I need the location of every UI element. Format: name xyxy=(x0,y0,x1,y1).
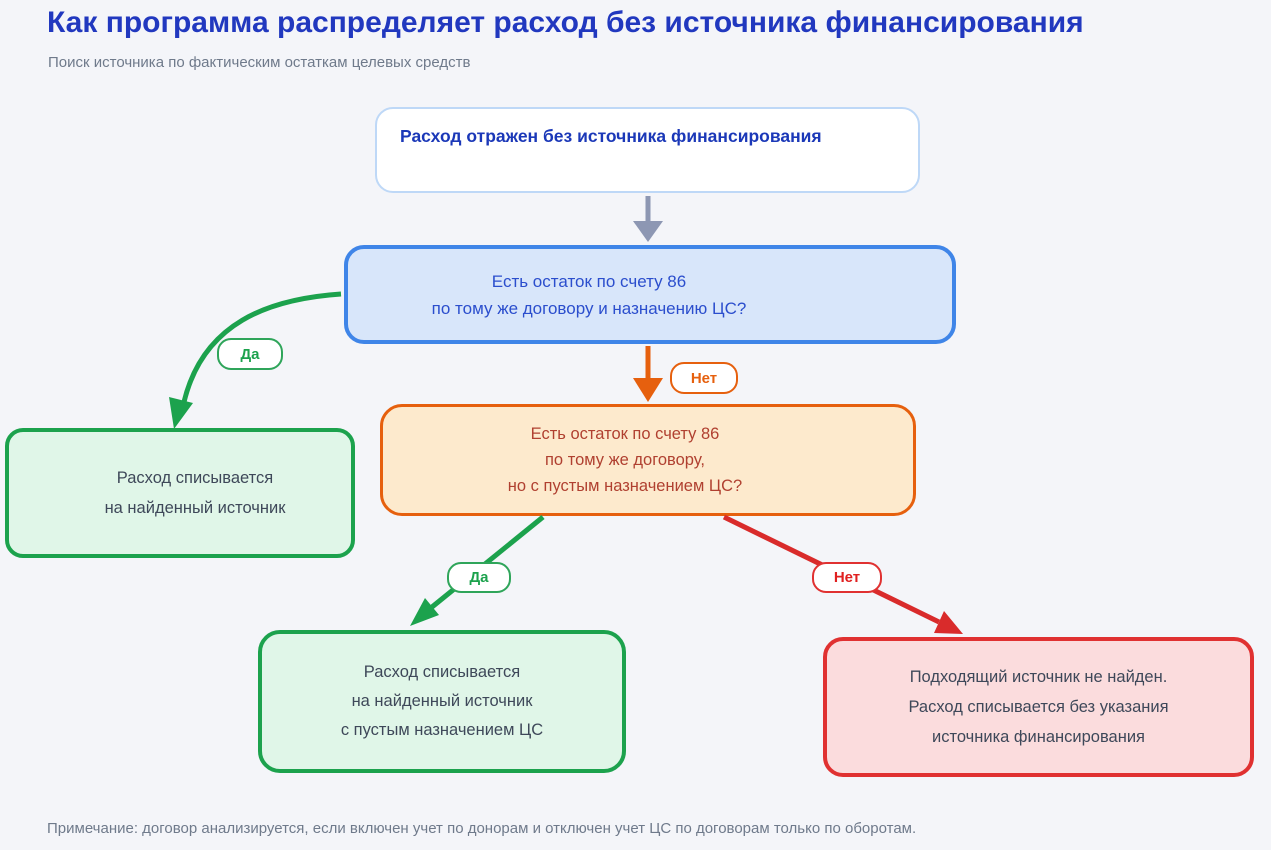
node-text-line: с пустым назначением ЦС xyxy=(340,721,544,739)
edge-label-text: Нет xyxy=(833,569,861,586)
edge-label-no-2: Нет xyxy=(812,562,882,593)
node-text-line: Расход списывается xyxy=(116,469,274,487)
node-start: Расход отражен без источника финансирова… xyxy=(375,107,920,193)
node-text-line: на найденный источник xyxy=(351,692,533,710)
node-decision-balance-same-purpose: Есть остаток по счету 86 по тому же дого… xyxy=(344,245,956,344)
node-text-line: Расход списывается xyxy=(363,663,521,681)
edge-label-yes-1: Да xyxy=(217,338,283,370)
arrow-start-to-decision1 xyxy=(633,196,663,242)
node-text-line: по тому же договору, xyxy=(545,451,705,469)
node-text-line: Есть остаток по счету 86 xyxy=(491,271,687,291)
node-text-line: Подходящий источник не найден. xyxy=(909,668,1168,686)
edge-label-text: Нет xyxy=(690,369,718,387)
node-text-line: Есть остаток по счету 86 xyxy=(530,425,720,443)
node-text-line: источника финансирования xyxy=(932,728,1145,746)
page-subtitle: Поиск источника по фактическим остаткам … xyxy=(48,54,471,71)
edge-label-text: Да xyxy=(240,345,260,363)
arrow-no-to-decision2 xyxy=(633,346,663,402)
page-title: Как программа распределяет расход без ис… xyxy=(47,6,1084,39)
footnote: Примечание: договор анализируется, если … xyxy=(47,820,917,837)
edge-label-yes-2: Да xyxy=(447,562,511,593)
node-text-line: Расход списывается без указания xyxy=(908,698,1169,716)
node-text-line: по тому же договору и назначению ЦС? xyxy=(431,298,747,318)
node-text-line: но с пустым назначением ЦС? xyxy=(507,477,743,495)
edge-label-no-1: Нет xyxy=(670,362,738,394)
node-result-source-found: Расход списывается на найденный источник xyxy=(5,428,355,558)
node-text-line: Расход отражен без источника финансирова… xyxy=(400,126,822,146)
node-result-source-found-empty-purpose: Расход списывается на найденный источник… xyxy=(258,630,626,773)
node-result-source-not-found: Подходящий источник не найден. Расход сп… xyxy=(823,637,1254,777)
edge-label-text: Да xyxy=(469,569,489,586)
node-decision-balance-empty-purpose: Есть остаток по счету 86 по тому же дого… xyxy=(380,404,916,516)
node-text-line: на найденный источник xyxy=(104,499,286,517)
